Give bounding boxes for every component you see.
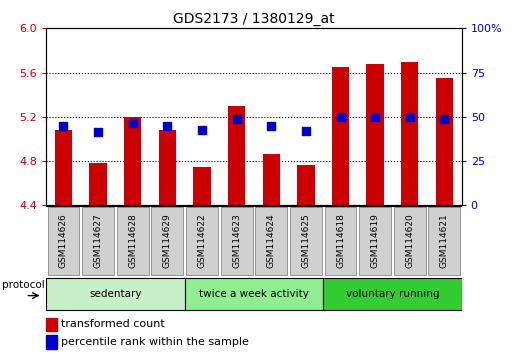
- Point: [440, 116, 448, 122]
- FancyBboxPatch shape: [117, 207, 149, 275]
- FancyBboxPatch shape: [290, 207, 322, 275]
- Bar: [46, 318, 56, 331]
- Text: sedentary: sedentary: [89, 289, 142, 299]
- Text: GSM114628: GSM114628: [128, 213, 137, 268]
- Point: [198, 127, 206, 133]
- FancyBboxPatch shape: [151, 207, 183, 275]
- FancyBboxPatch shape: [428, 207, 460, 275]
- Text: GSM114624: GSM114624: [267, 213, 276, 268]
- Bar: [401, 62, 419, 205]
- Point: [267, 123, 275, 129]
- Text: protocol: protocol: [2, 280, 45, 290]
- FancyBboxPatch shape: [186, 207, 218, 275]
- FancyBboxPatch shape: [221, 207, 252, 275]
- Bar: [228, 106, 245, 205]
- FancyBboxPatch shape: [394, 207, 426, 275]
- FancyBboxPatch shape: [359, 207, 391, 275]
- Text: GSM114629: GSM114629: [163, 213, 172, 268]
- Point: [406, 114, 414, 120]
- Point: [60, 123, 68, 129]
- Bar: [366, 64, 384, 205]
- Text: GSM114623: GSM114623: [232, 213, 241, 268]
- FancyBboxPatch shape: [82, 207, 114, 275]
- Bar: [193, 167, 211, 205]
- Bar: [263, 154, 280, 205]
- FancyBboxPatch shape: [325, 207, 357, 275]
- Text: GSM114622: GSM114622: [198, 213, 207, 268]
- Point: [371, 114, 379, 120]
- Title: GDS2173 / 1380129_at: GDS2173 / 1380129_at: [173, 12, 335, 26]
- Text: GSM114626: GSM114626: [59, 213, 68, 268]
- Point: [163, 123, 171, 129]
- Point: [232, 116, 241, 122]
- Bar: [46, 335, 56, 349]
- Bar: [297, 166, 314, 205]
- FancyBboxPatch shape: [48, 207, 80, 275]
- Text: GSM114625: GSM114625: [301, 213, 310, 268]
- Point: [302, 129, 310, 134]
- Text: twice a week activity: twice a week activity: [199, 289, 309, 299]
- Text: transformed count: transformed count: [61, 319, 165, 329]
- Point: [129, 121, 137, 126]
- Text: GSM114620: GSM114620: [405, 213, 415, 268]
- Text: GSM114618: GSM114618: [336, 213, 345, 268]
- Bar: [436, 78, 453, 205]
- Text: voluntary running: voluntary running: [346, 289, 439, 299]
- FancyBboxPatch shape: [255, 207, 287, 275]
- FancyBboxPatch shape: [323, 278, 462, 310]
- Text: GSM114621: GSM114621: [440, 213, 449, 268]
- FancyBboxPatch shape: [46, 278, 185, 310]
- Bar: [124, 117, 142, 205]
- Point: [337, 114, 345, 120]
- Point: [94, 130, 102, 135]
- Bar: [332, 67, 349, 205]
- Text: GSM114627: GSM114627: [93, 213, 103, 268]
- Text: percentile rank within the sample: percentile rank within the sample: [61, 337, 249, 347]
- Text: GSM114619: GSM114619: [370, 213, 380, 268]
- Bar: [159, 130, 176, 205]
- Bar: [89, 163, 107, 205]
- Bar: [55, 130, 72, 205]
- FancyBboxPatch shape: [185, 278, 323, 310]
